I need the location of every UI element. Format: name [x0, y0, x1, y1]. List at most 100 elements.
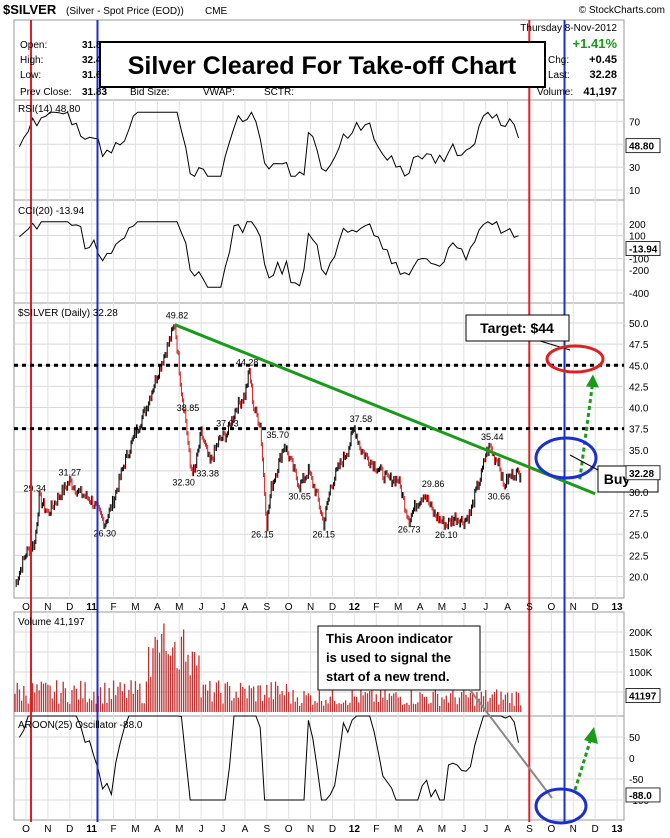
buy-ellipse: [534, 436, 598, 480]
x-tick-label: N: [570, 602, 577, 613]
price-label: 35.70: [266, 430, 289, 440]
x-tick-label-bottom: 13: [611, 824, 623, 835]
x-tick-label-bottom: M: [131, 824, 139, 835]
x-tick-label: N: [307, 602, 314, 613]
cci-tick: -200: [629, 266, 649, 277]
price-tick: 45.0: [629, 361, 649, 372]
value-box: [625, 688, 661, 703]
current-value: -88.0: [629, 791, 652, 802]
aroon-note-pointer: [469, 689, 553, 799]
prev-close-value: 31.83: [82, 87, 107, 98]
rsi-line: [18, 111, 519, 178]
x-tick-label-bottom: A: [242, 824, 249, 835]
title-box: [99, 41, 546, 88]
cci-panel: [13, 199, 625, 304]
bid-size-label: Bid Size:: [130, 87, 169, 98]
symbol-description: (Silver - Spot Price (EOD)): [66, 6, 184, 17]
aroon-arrow: [573, 734, 594, 791]
cci-tick: -100: [629, 255, 649, 266]
x-tick-label-bottom: N: [44, 824, 51, 835]
x-tick-label: J: [461, 602, 466, 613]
x-tick-label-bottom: N: [307, 824, 314, 835]
projection-arrowhead: [585, 374, 599, 388]
rsi-panel: [13, 99, 625, 201]
high-label: High:: [20, 55, 43, 66]
x-tick-label-bottom: J: [199, 824, 204, 835]
aroon-label: AROON(25) Oscillator -88.0: [18, 720, 143, 731]
x-tick-label-bottom: M: [438, 824, 446, 835]
price-tick: 27.5: [629, 509, 649, 520]
x-tick-label: O: [547, 602, 555, 613]
volume-panel-label: Volume 41,197: [18, 617, 85, 628]
aroon-arrowhead: [584, 727, 598, 744]
price-label: 30.65: [288, 492, 311, 502]
price-tick: 47.5: [629, 340, 649, 351]
buy-pointer: [569, 454, 599, 471]
exchange-label: CME: [205, 6, 228, 17]
x-tick-label-bottom: D: [592, 824, 599, 835]
x-tick-label: M: [131, 602, 139, 613]
price-label: 31.27: [59, 467, 82, 477]
x-tick-label: D: [329, 602, 336, 613]
cci-line: [19, 220, 519, 288]
volume-tick: 150K: [629, 648, 653, 659]
chart-title: Silver Cleared For Take-off Chart: [128, 52, 517, 80]
x-tick-label: D: [66, 602, 73, 613]
price-label: 37.58: [350, 414, 373, 424]
cci-tick: 200: [629, 220, 646, 231]
aroon-ellipse: [534, 787, 588, 825]
x-tick-label: O: [285, 602, 293, 613]
low-value: 31.6: [82, 70, 102, 81]
price-label: 49.82: [166, 311, 189, 321]
current-value: 41197: [629, 692, 657, 703]
x-tick-label: A: [242, 602, 249, 613]
price-label: 26.30: [94, 528, 117, 538]
price-label: 29.86: [422, 479, 445, 489]
price-label: 26.15: [251, 530, 274, 540]
month-gridlines: [25, 100, 618, 820]
value-box: [625, 138, 661, 154]
open-label: Open:: [20, 40, 47, 51]
prev-close-label: Prev Close:: [20, 87, 72, 98]
price-tick: 50.0: [629, 319, 649, 330]
price-tick: 35.0: [629, 446, 649, 457]
x-tick-label-bottom: 12: [349, 824, 361, 835]
x-tick-label-bottom: 11: [86, 824, 97, 835]
chg-label: Chg:: [548, 55, 569, 66]
last-value: 32.28: [589, 69, 617, 81]
x-tick-label-bottom: M: [175, 824, 183, 835]
x-tick-label-bottom: M: [394, 824, 402, 835]
x-tick-label: 11: [86, 602, 97, 613]
open-value: 31.83: [82, 40, 107, 51]
x-tick-label-bottom: O: [547, 824, 555, 835]
current-value: 48.80: [629, 142, 654, 153]
annotations: Target: $44 Buy This Aroon indicator is use…: [14, 314, 659, 825]
vertical-markers: [30, 20, 566, 822]
x-tick-label: N: [44, 602, 51, 613]
x-tick-label: A: [417, 602, 424, 613]
vwap-label: VWAP:: [203, 87, 235, 98]
x-tick-label-bottom: J: [461, 824, 466, 835]
x-tick-label: 12: [349, 602, 361, 613]
x-tick-label-bottom: D: [329, 824, 336, 835]
indicator-series: [18, 111, 519, 801]
x-tick-label: M: [175, 602, 183, 613]
x-tick-label: D: [592, 602, 599, 613]
symbol-label: $SILVER: [3, 2, 57, 17]
price-label: 29.34: [23, 484, 46, 494]
x-tick-label-bottom: A: [504, 824, 511, 835]
volume-tick: 200K: [629, 628, 653, 639]
price-label: 26.73: [398, 525, 421, 535]
volume-bars: [14, 623, 522, 712]
x-tick-label: J: [221, 602, 226, 613]
target-ellipse: [545, 344, 605, 374]
cci-label: CCI(20) -13.94: [18, 206, 85, 217]
target-pointer: [539, 340, 571, 351]
aroon-tick: 0: [629, 754, 635, 765]
rsi-tick: 30: [629, 163, 641, 174]
x-tick-label: J: [199, 602, 204, 613]
x-tick-label-bottom: O: [285, 824, 293, 835]
price-label: 32.30: [172, 478, 195, 488]
